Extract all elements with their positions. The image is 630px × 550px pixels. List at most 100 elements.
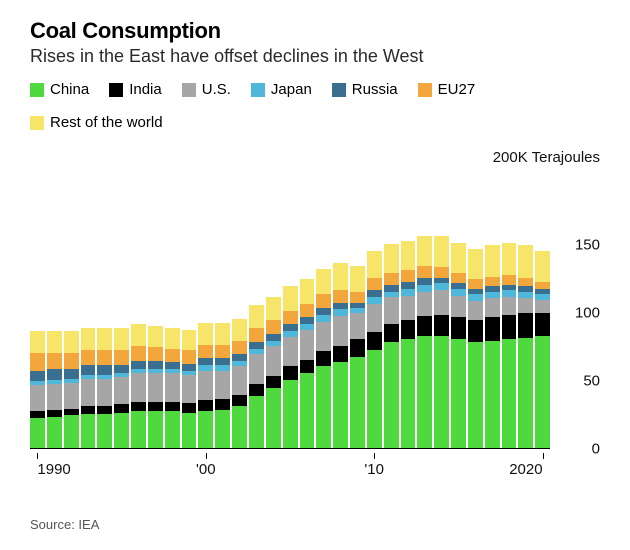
seg-eu27-2012: [401, 270, 416, 282]
seg-russia-1994: [97, 365, 112, 375]
legend-label-rest: Rest of the world: [50, 114, 163, 131]
seg-india-2008: [333, 346, 348, 362]
y-tick-50: 50: [583, 373, 600, 390]
seg-us-2010: [367, 304, 382, 333]
bar-2013: [417, 236, 432, 448]
seg-us-2012: [401, 296, 416, 320]
seg-eu27-2020: [535, 282, 550, 289]
seg-china-2011: [384, 342, 399, 448]
seg-rest-1991: [47, 331, 62, 353]
legend-item-china: China: [30, 81, 89, 98]
bar-2009: [350, 266, 365, 448]
seg-us-2002: [232, 366, 247, 395]
legend-label-india: India: [129, 81, 162, 98]
seg-eu27-2016: [468, 279, 483, 289]
bar-2015: [451, 243, 466, 448]
seg-eu27-2014: [434, 267, 449, 278]
seg-india-1992: [64, 409, 79, 416]
seg-india-2018: [502, 315, 517, 339]
seg-china-2004: [266, 388, 281, 448]
bar-1991: [47, 331, 62, 448]
seg-us-2014: [434, 290, 449, 314]
seg-eu27-1994: [97, 350, 112, 365]
seg-russia-2004: [266, 334, 281, 341]
x-axis: 1990'00'102020: [30, 453, 550, 481]
seg-japan-2015: [451, 289, 466, 296]
seg-rest-2017: [485, 245, 500, 276]
seg-eu27-2009: [350, 292, 365, 303]
seg-eu27-1990: [30, 353, 45, 371]
bar-2020: [535, 251, 550, 448]
seg-japan-2018: [502, 290, 517, 297]
seg-russia-2007: [316, 308, 331, 315]
seg-us-1997: [148, 373, 163, 402]
seg-eu27-2006: [300, 304, 315, 318]
seg-russia-2003: [249, 342, 264, 349]
seg-rest-2013: [417, 236, 432, 266]
seg-japan-2019: [518, 292, 533, 299]
bar-2002: [232, 319, 247, 448]
y-axis-ticks: 050100150: [560, 177, 600, 449]
seg-russia-2013: [417, 278, 432, 285]
bar-1994: [97, 328, 112, 448]
seg-rest-2009: [350, 266, 365, 292]
seg-china-2010: [367, 350, 382, 448]
seg-eu27-2008: [333, 290, 348, 302]
seg-china-1999: [182, 413, 197, 448]
seg-eu27-2007: [316, 294, 331, 308]
bar-2003: [249, 305, 264, 448]
seg-us-2011: [384, 297, 399, 324]
seg-china-2001: [215, 410, 230, 448]
seg-russia-1997: [148, 361, 163, 369]
seg-us-2003: [249, 354, 264, 384]
seg-china-1992: [64, 415, 79, 448]
legend-item-eu27: EU27: [418, 81, 476, 98]
seg-japan-2010: [367, 297, 382, 304]
seg-china-2012: [401, 339, 416, 448]
seg-rest-2001: [215, 323, 230, 345]
seg-russia-2000: [198, 358, 213, 365]
seg-russia-1992: [64, 369, 79, 379]
legend-label-china: China: [50, 81, 89, 98]
seg-russia-2005: [283, 324, 298, 331]
seg-japan-2013: [417, 285, 432, 292]
seg-us-2007: [316, 322, 331, 352]
seg-india-2001: [215, 399, 230, 410]
legend-swatch-rest: [30, 116, 44, 130]
seg-rest-2003: [249, 305, 264, 328]
seg-russia-2006: [300, 317, 315, 324]
bar-1995: [114, 328, 129, 448]
seg-rest-1998: [165, 328, 180, 348]
seg-rest-2006: [300, 279, 315, 303]
seg-india-1997: [148, 402, 163, 412]
bar-2005: [283, 286, 298, 448]
legend-swatch-russia: [332, 83, 346, 97]
seg-japan-2007: [316, 315, 331, 322]
legend-swatch-china: [30, 83, 44, 97]
seg-india-2011: [384, 324, 399, 342]
bar-2016: [468, 249, 483, 448]
seg-eu27-2004: [266, 320, 281, 334]
seg-us-2015: [451, 296, 466, 318]
seg-india-2006: [300, 360, 315, 374]
seg-us-2006: [300, 330, 315, 360]
bar-2006: [300, 279, 315, 448]
seg-eu27-1996: [131, 346, 146, 361]
seg-eu27-2000: [198, 345, 213, 359]
legend-item-india: India: [109, 81, 162, 98]
x-tick-mark-2020: [543, 453, 544, 459]
seg-us-1994: [97, 379, 112, 406]
seg-india-2007: [316, 351, 331, 366]
seg-rest-2015: [451, 243, 466, 273]
seg-china-2019: [518, 338, 533, 448]
seg-india-2012: [401, 320, 416, 339]
bar-2019: [518, 245, 533, 448]
seg-india-1990: [30, 411, 45, 418]
seg-rest-2002: [232, 319, 247, 341]
seg-us-2017: [485, 298, 500, 317]
seg-us-1992: [64, 383, 79, 409]
seg-us-2013: [417, 292, 432, 316]
seg-rest-2011: [384, 244, 399, 273]
seg-china-2006: [300, 373, 315, 448]
seg-eu27-2010: [367, 278, 382, 290]
